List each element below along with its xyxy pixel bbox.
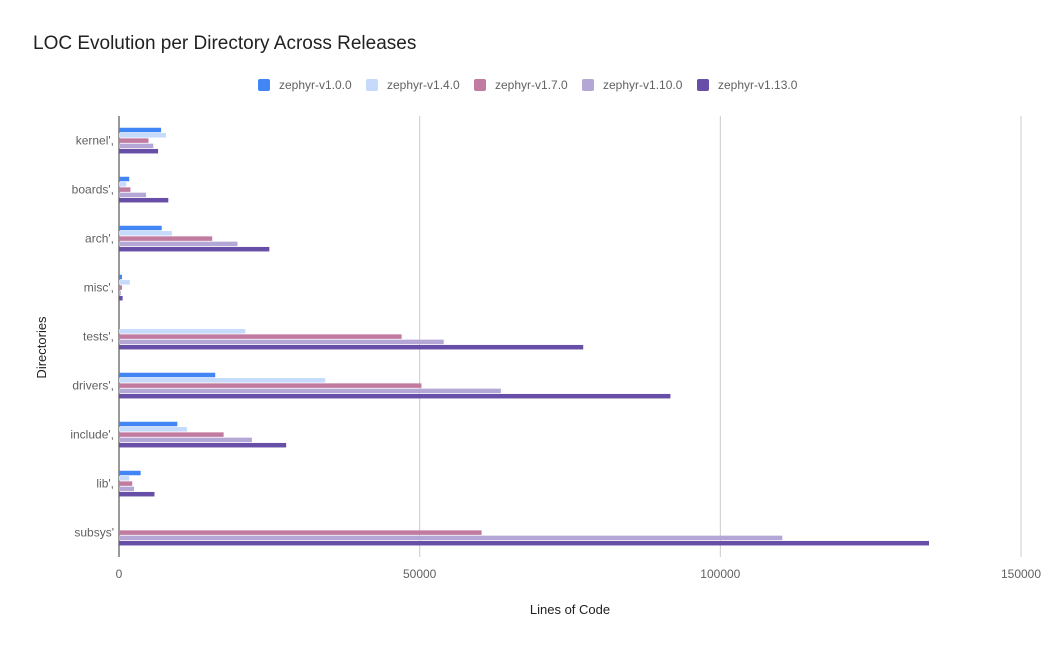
x-tick-label: 0 — [116, 567, 123, 581]
x-tick-label: 50000 — [403, 567, 437, 581]
bar — [119, 295, 123, 301]
bar — [119, 182, 127, 187]
y-tick-label: include', — [70, 428, 114, 442]
legend-swatch — [697, 79, 709, 91]
y-tick-label: kernel', — [76, 134, 114, 148]
legend-item[interactable]: zephyr-v1.10.0 — [582, 78, 682, 92]
bar — [119, 344, 584, 350]
legend-label: zephyr-v1.7.0 — [495, 78, 568, 92]
legend-label: zephyr-v1.4.0 — [387, 78, 460, 92]
bar — [119, 197, 169, 203]
legend-item[interactable]: zephyr-v1.4.0 — [366, 78, 460, 92]
bar — [119, 383, 422, 388]
bar — [119, 143, 154, 149]
bar — [119, 535, 783, 541]
bar — [119, 138, 149, 143]
bar — [119, 442, 287, 448]
bar — [119, 329, 246, 334]
legend-item[interactable]: zephyr-v1.0.0 — [258, 78, 352, 92]
bar — [119, 540, 929, 546]
y-tick-label: arch', — [85, 232, 114, 246]
y-tick-label: misc', — [84, 281, 114, 295]
bar — [119, 176, 130, 182]
bar — [119, 187, 131, 192]
bar — [119, 481, 133, 486]
legend-label: zephyr-v1.0.0 — [279, 78, 352, 92]
bar — [119, 476, 130, 481]
bar — [119, 231, 172, 236]
y-tick-label: lib', — [96, 477, 114, 491]
legend-swatch — [258, 79, 270, 91]
bar — [119, 133, 166, 138]
bar — [119, 290, 121, 296]
bar — [119, 432, 224, 437]
legend-label: zephyr-v1.13.0 — [718, 78, 798, 92]
bar — [119, 285, 123, 290]
legend-swatch — [474, 79, 486, 91]
x-tick-label: 100000 — [700, 567, 740, 581]
bar — [119, 491, 155, 497]
y-tick-label: boards', — [72, 183, 114, 197]
bar — [119, 393, 671, 399]
bar — [119, 486, 135, 492]
bar — [119, 388, 501, 394]
bar — [119, 236, 213, 241]
legend-item[interactable]: zephyr-v1.7.0 — [474, 78, 568, 92]
bar — [119, 437, 252, 443]
bar — [119, 274, 123, 280]
bar — [119, 339, 444, 345]
bar — [119, 225, 162, 231]
bar — [119, 530, 482, 535]
bar — [119, 148, 159, 154]
bar — [119, 421, 178, 427]
bar — [119, 246, 270, 252]
y-tick-label: tests', — [83, 330, 114, 344]
y-axis-title: Directories — [34, 316, 49, 379]
legend-swatch — [366, 79, 378, 91]
chart-legend: zephyr-v1.0.0 zephyr-v1.4.0 zephyr-v1.7.0 z… — [0, 78, 1054, 96]
bar — [119, 372, 216, 378]
bar — [119, 241, 238, 247]
bar — [119, 192, 147, 198]
bar — [119, 470, 141, 476]
y-tick-label: subsys' — [74, 526, 114, 540]
bar — [119, 280, 130, 285]
bar — [119, 427, 187, 432]
legend-item[interactable]: zephyr-v1.13.0 — [697, 78, 797, 92]
bar — [119, 378, 326, 383]
y-tick-label: drivers', — [72, 379, 114, 393]
x-tick-label: 150000 — [1001, 567, 1041, 581]
x-axis-title: Lines of Code — [530, 602, 610, 617]
legend-label: zephyr-v1.10.0 — [603, 78, 683, 92]
chart-title: LOC Evolution per Directory Across Relea… — [33, 33, 417, 54]
legend-swatch — [582, 79, 594, 91]
bar — [119, 127, 162, 133]
bar — [119, 334, 402, 339]
